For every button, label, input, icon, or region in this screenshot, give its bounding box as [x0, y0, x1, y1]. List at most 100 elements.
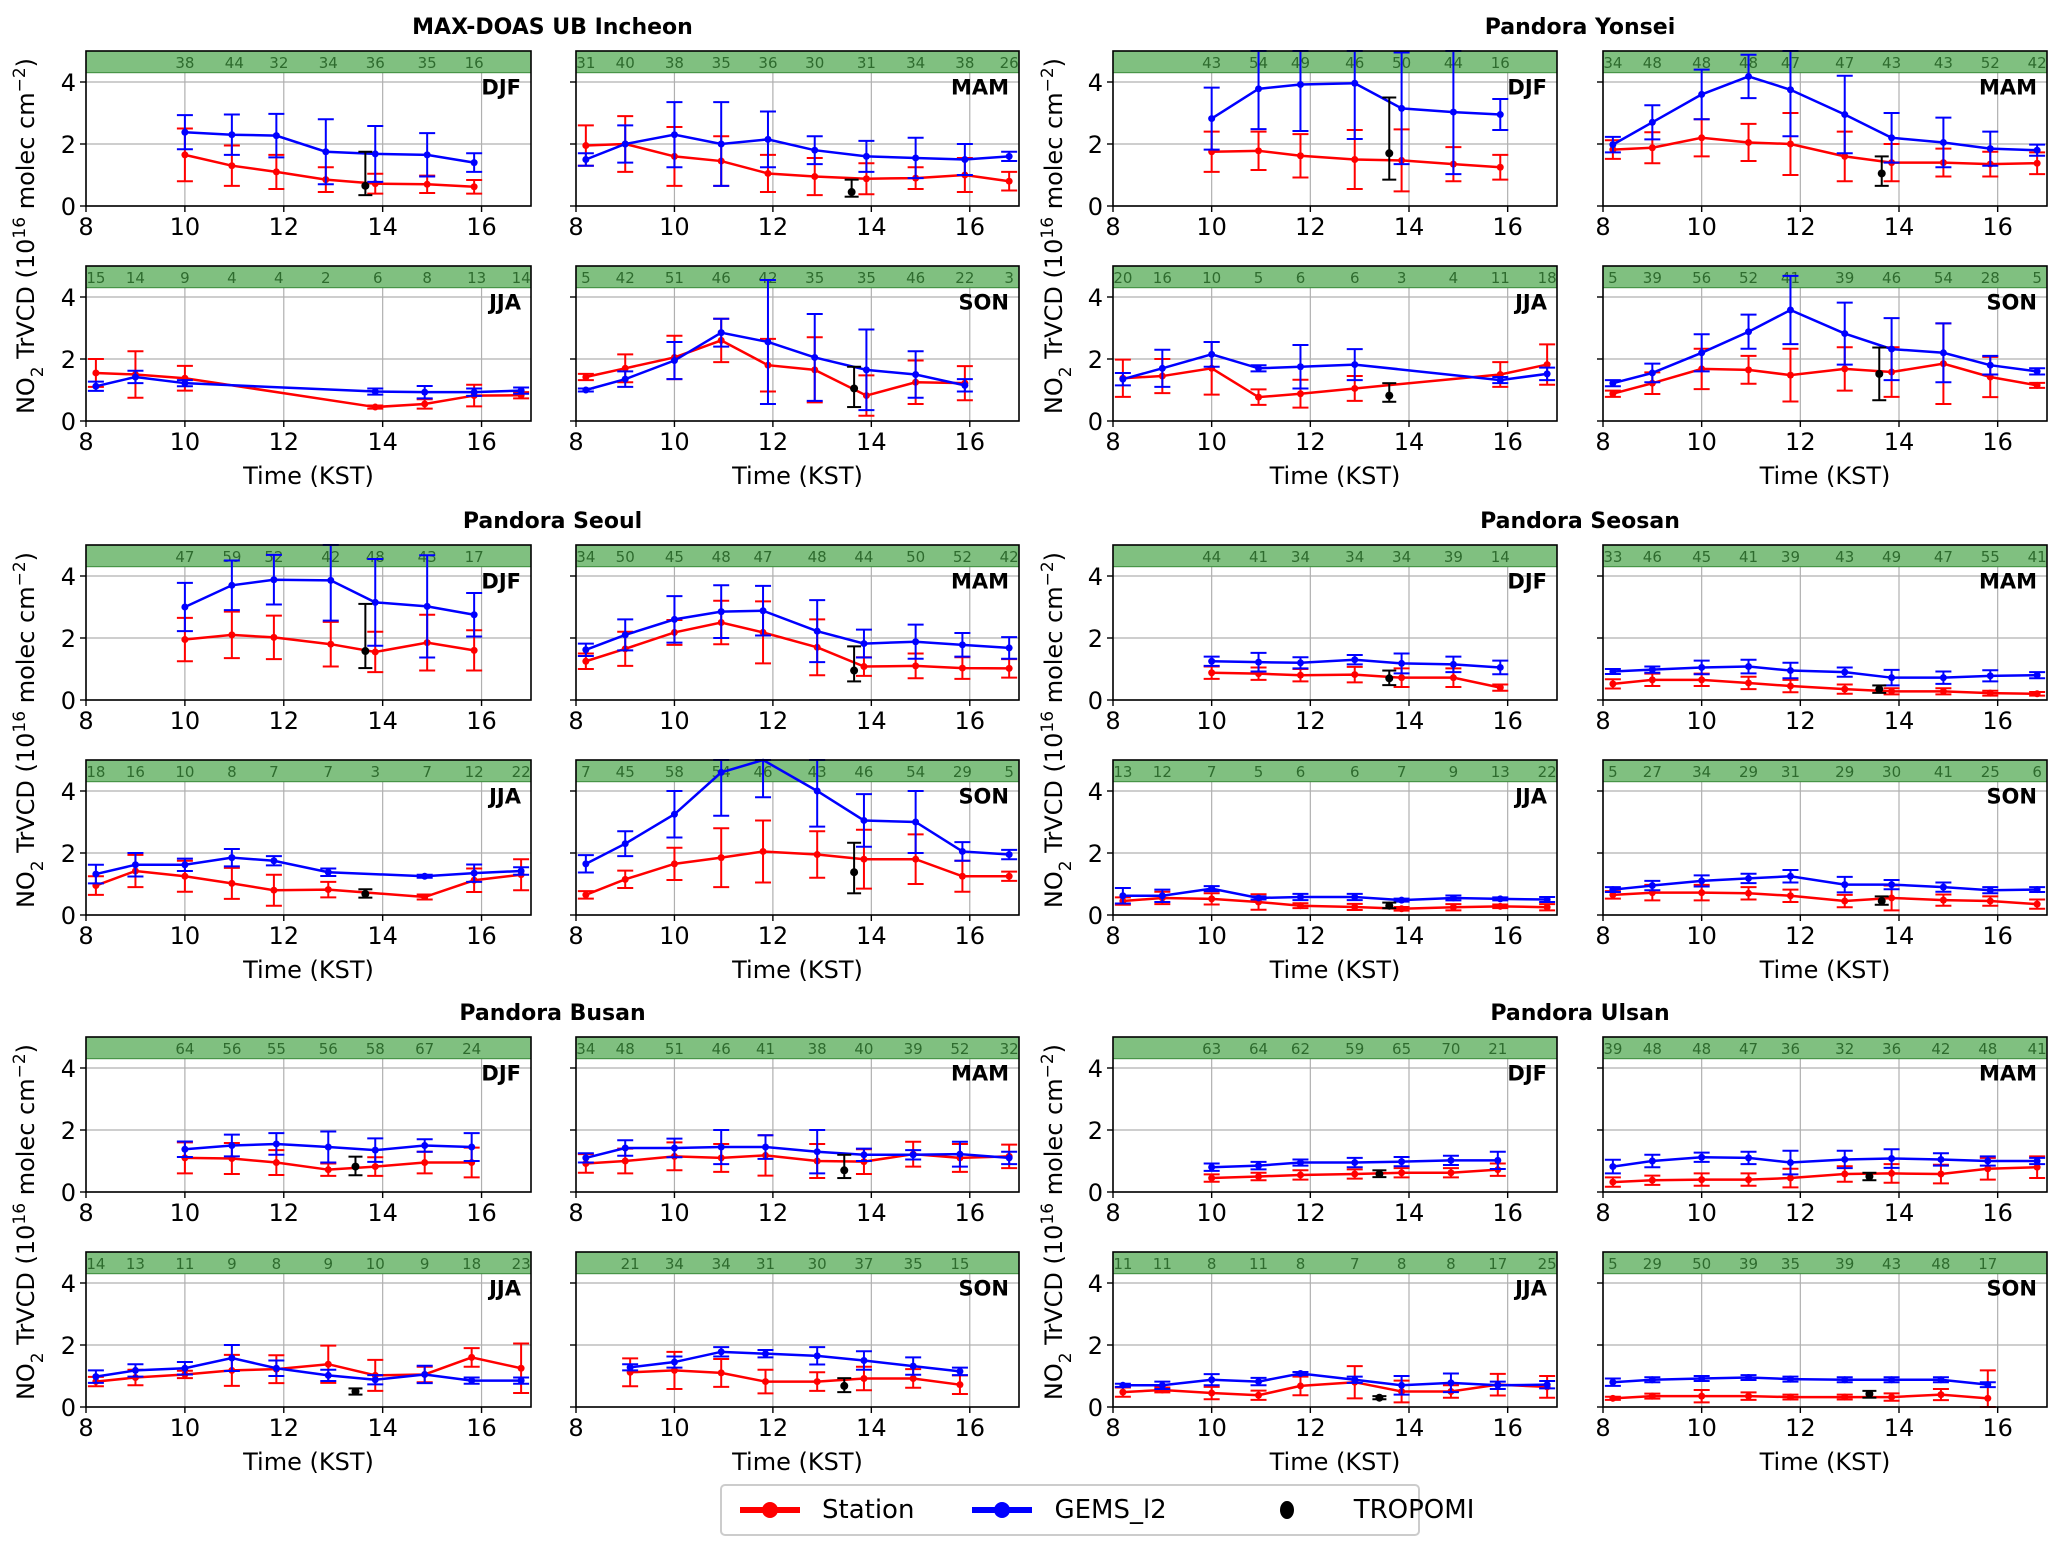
tropomi-point	[1877, 169, 1886, 178]
x-tick-label: 14	[367, 213, 398, 241]
x-tick-label: 10	[170, 1414, 201, 1442]
y-axis-label-part: molec cm	[1040, 586, 1068, 711]
station-point	[1888, 687, 1896, 695]
count-label: 18	[1538, 269, 1557, 287]
station-point	[1841, 1393, 1849, 1401]
station-point	[1841, 685, 1849, 693]
x-tick-label: 10	[1686, 428, 1717, 456]
gems-line	[1122, 1372, 1548, 1387]
y-tick-label: 4	[1088, 778, 1103, 806]
count-label: 43	[1882, 54, 1901, 72]
gems-point	[670, 1358, 678, 1366]
station-point	[764, 169, 772, 177]
panel-jja: 11 11 8 11 8 7 8 8 17 25 JJA 8 10 12 14 16 0 2 4 Time (KST)	[1088, 1251, 1558, 1476]
x-axis-label: Time (KST)	[731, 956, 863, 984]
count-label: 8	[1207, 1255, 1217, 1273]
y-axis-label-part: )	[1040, 58, 1068, 67]
y-axis-label-part: 2	[1056, 860, 1076, 871]
count-label: 14	[86, 1255, 105, 1273]
gems-point	[582, 386, 590, 394]
gems-point	[1986, 145, 1994, 153]
gems-point	[811, 146, 819, 154]
count-label: 43	[1835, 548, 1854, 566]
gems-point	[813, 1148, 821, 1156]
station-point	[1698, 134, 1706, 142]
count-label: 27	[1643, 763, 1662, 781]
count-label: 39	[1739, 1255, 1758, 1273]
count-label: 44	[225, 54, 244, 72]
station-point	[228, 631, 236, 639]
y-tick-label: 0	[1088, 1394, 1103, 1422]
gems-point	[1496, 663, 1504, 671]
count-label: 11	[1113, 1255, 1132, 1273]
season-label: JJA	[1513, 1276, 1548, 1300]
x-tick-label: 12	[758, 707, 789, 735]
x-tick-label: 8	[1595, 213, 1610, 241]
x-tick-label: 16	[1492, 1199, 1523, 1227]
tropomi-point	[1375, 1393, 1384, 1402]
gems-point	[2033, 671, 2041, 679]
station-point	[1888, 1393, 1896, 1401]
gems-point	[270, 857, 278, 865]
count-label: 41	[756, 1040, 775, 1058]
station-point	[958, 664, 966, 672]
count-label: 46	[854, 763, 873, 781]
gems-point	[1939, 138, 1947, 146]
axes-frame	[85, 265, 532, 422]
x-tick-label: 14	[1884, 707, 1915, 735]
y-axis-label-part: 2	[28, 860, 48, 871]
station-point	[1698, 889, 1706, 897]
count-label: 5	[1254, 269, 1264, 287]
gems-point	[1888, 134, 1896, 142]
gems-point	[1888, 881, 1896, 889]
gems-point	[1005, 644, 1013, 652]
gems-point	[956, 1367, 964, 1375]
y-tick-label: 2	[1088, 1332, 1103, 1360]
count-label: 39	[1835, 269, 1854, 287]
y-tick-label: 0	[61, 408, 76, 436]
count-label: 45	[1692, 548, 1711, 566]
x-tick-label: 10	[170, 428, 201, 456]
x-tick-label: 12	[758, 428, 789, 456]
gems-point	[621, 631, 629, 639]
count-label: 39	[1603, 1040, 1622, 1058]
station-point	[1984, 1165, 1992, 1173]
gems-point	[1841, 111, 1849, 119]
y-tick-label: 2	[1088, 346, 1103, 374]
gems-point	[1939, 674, 1947, 682]
station-point	[1296, 902, 1304, 910]
station-line	[1122, 363, 1548, 399]
count-label: 46	[712, 1040, 731, 1058]
gems-point	[1786, 86, 1794, 94]
y-tick-label: 4	[61, 69, 76, 97]
count-label: 35	[904, 1255, 923, 1273]
count-label: 35	[418, 54, 437, 72]
station-point	[956, 1381, 964, 1389]
axes-frame	[1602, 759, 2048, 916]
y-axis-label-part: NO	[1040, 871, 1068, 908]
axes-frame	[85, 544, 532, 701]
station-point	[423, 180, 431, 188]
count-label: 34	[319, 54, 338, 72]
x-tick-label: 16	[1492, 922, 1523, 950]
panel-mam: 34 50 45 48 47 48 44 50 52 42 MAM 8 10 12 14 16	[568, 544, 1020, 735]
count-label: 48	[808, 548, 827, 566]
y-tick-label: 2	[61, 840, 76, 868]
gems-line	[184, 130, 475, 164]
gems-point	[1255, 364, 1263, 372]
count-label: 42	[2028, 54, 2047, 72]
station-point	[421, 400, 429, 408]
x-tick-label: 16	[955, 213, 986, 241]
gems-point	[1351, 893, 1359, 901]
gems-point	[1984, 1381, 1992, 1389]
axes-frame	[85, 50, 532, 207]
count-label: 9	[1449, 763, 1459, 781]
gems-point	[228, 1142, 236, 1149]
count-label: 56	[222, 1040, 241, 1058]
gems-point	[2033, 886, 2041, 894]
x-tick-label: 12	[1785, 1199, 1816, 1227]
season-label: JJA	[487, 290, 522, 314]
count-label: 54	[1934, 269, 1953, 287]
gems-point	[371, 598, 379, 606]
